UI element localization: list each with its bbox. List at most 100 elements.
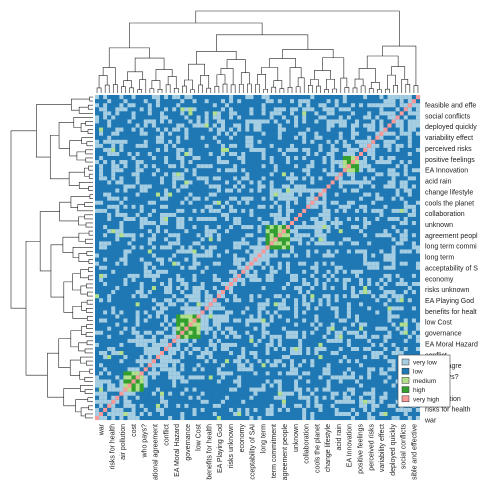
heatmap-cell xyxy=(176,387,181,392)
heatmap-cell xyxy=(216,403,221,408)
heatmap-cell xyxy=(273,310,278,315)
heatmap-cell xyxy=(391,220,396,226)
heatmap-cell xyxy=(127,216,132,221)
heatmap-cell xyxy=(277,298,282,303)
heatmap-cell xyxy=(407,294,412,299)
heatmap-cell xyxy=(359,233,364,238)
heatmap-cell xyxy=(220,383,226,388)
heatmap-cell xyxy=(131,350,136,356)
heatmap-cell xyxy=(204,363,209,368)
heatmap-cell xyxy=(290,233,295,238)
heatmap-cell xyxy=(220,355,226,360)
dendrogram-branch xyxy=(58,338,71,368)
heatmap-cell xyxy=(115,180,120,185)
heatmap-cell xyxy=(237,253,242,258)
heatmap-cell xyxy=(359,391,364,396)
heatmap-cell xyxy=(188,277,193,282)
heatmap-cell xyxy=(395,302,400,307)
heatmap-cell xyxy=(119,346,124,351)
heatmap-cell xyxy=(160,318,165,323)
heatmap-cell xyxy=(375,411,380,416)
heatmap-cell xyxy=(383,245,388,250)
heatmap-cell xyxy=(111,403,116,408)
heatmap-cell xyxy=(281,407,286,412)
heatmap-cell xyxy=(139,208,144,213)
heatmap-cell xyxy=(285,391,291,396)
heatmap-cell xyxy=(123,375,128,380)
heatmap-cell xyxy=(310,359,315,364)
heatmap-cell xyxy=(172,415,177,421)
heatmap-cell xyxy=(111,334,116,339)
heatmap-cell xyxy=(269,359,274,364)
heatmap-cell xyxy=(371,298,376,303)
heatmap-cell xyxy=(277,184,282,189)
heatmap-cell xyxy=(350,241,356,246)
heatmap-cell xyxy=(395,184,400,189)
heatmap-cell xyxy=(139,403,144,408)
heatmap-cell xyxy=(379,273,384,278)
heatmap-cell xyxy=(184,220,189,226)
heatmap-cell xyxy=(172,192,177,197)
heatmap-cell xyxy=(338,245,343,250)
heatmap-cell xyxy=(131,403,136,408)
heatmap-cell xyxy=(253,261,258,266)
heatmap-cell xyxy=(180,196,185,201)
heatmap-cell xyxy=(115,249,120,254)
heatmap-cell xyxy=(273,241,278,246)
heatmap-cell xyxy=(208,212,213,217)
heatmap-cell xyxy=(257,241,262,246)
heatmap-cell xyxy=(143,241,148,246)
heatmap-cell xyxy=(350,383,356,388)
heatmap-cell xyxy=(204,359,209,364)
heatmap-cell xyxy=(188,180,193,185)
heatmap-cell xyxy=(176,294,181,299)
dendrogram-branch xyxy=(360,85,366,93)
heatmap-cell xyxy=(200,338,205,343)
heatmap-cell xyxy=(233,216,238,221)
heatmap-cell xyxy=(375,261,380,266)
heatmap-cell xyxy=(225,290,230,295)
heatmap-cell xyxy=(350,326,356,331)
heatmap-cell xyxy=(326,192,331,197)
heatmap-cell xyxy=(164,257,169,262)
heatmap-cell xyxy=(241,208,246,213)
heatmap-cell xyxy=(257,281,262,286)
heatmap-cell xyxy=(123,395,128,400)
heatmap-cell xyxy=(375,367,380,372)
heatmap-cell xyxy=(415,188,421,193)
heatmap-cell xyxy=(176,415,181,421)
heatmap-cell xyxy=(225,216,230,221)
heatmap-cell xyxy=(265,249,270,254)
dendrogram-branch xyxy=(88,230,93,236)
heatmap-cell xyxy=(253,350,258,356)
heatmap-cell xyxy=(115,306,120,311)
heatmap-cell xyxy=(285,379,291,384)
dendrogram-branch xyxy=(316,85,321,93)
heatmap-cell xyxy=(359,306,364,311)
heatmap-cell xyxy=(249,403,254,408)
heatmap-cell xyxy=(322,257,327,262)
heatmap-cell xyxy=(367,322,372,327)
heatmap-cell xyxy=(220,180,226,185)
heatmap-cell xyxy=(334,318,339,323)
heatmap-cell xyxy=(298,350,303,356)
heatmap-cell xyxy=(334,200,339,205)
heatmap-cell xyxy=(216,188,221,193)
heatmap-cell xyxy=(95,229,100,234)
heatmap-cell xyxy=(208,298,213,303)
heatmap-cell xyxy=(391,253,396,258)
heatmap-cell xyxy=(212,237,217,242)
heatmap-cell xyxy=(407,310,412,315)
heatmap-cell xyxy=(371,403,376,408)
heatmap-cell xyxy=(127,180,132,185)
heatmap-cell xyxy=(257,229,262,234)
heatmap-cell xyxy=(204,216,209,221)
heatmap-cell xyxy=(322,383,327,388)
heatmap-cell xyxy=(192,285,197,291)
heatmap-cell xyxy=(395,350,400,356)
heatmap-cell xyxy=(127,355,132,360)
heatmap-cell xyxy=(367,403,372,408)
heatmap-cell xyxy=(107,350,112,356)
heatmap-cell xyxy=(273,407,278,412)
heatmap-cell xyxy=(216,338,221,343)
